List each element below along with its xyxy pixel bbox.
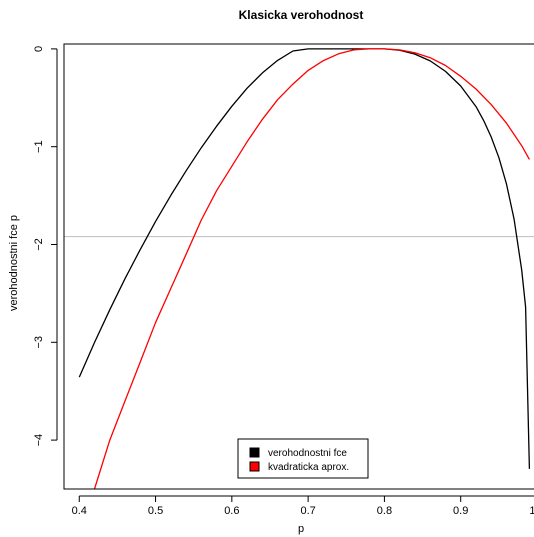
- y-tick-label: −4: [33, 434, 45, 447]
- x-tick-label: 0.5: [148, 505, 163, 517]
- x-tick-label: 0.4: [72, 505, 87, 517]
- plot-frame: [63, 43, 534, 490]
- legend-label-verohodnostni-fce: verohodnostni fce: [268, 448, 347, 459]
- legend-box: [237, 438, 369, 479]
- chart-title: Klasicka verohodnost: [239, 8, 364, 22]
- legend-swatch-verohodnostni-fce: [249, 447, 260, 458]
- y-axis-label: verohodnostni fce p: [8, 215, 20, 311]
- series-line-1: [93, 48, 530, 489]
- y-tick-label: 0: [33, 46, 45, 52]
- axes: 0.4 0.5 0.6 0.7 0.8 0.9 1.0 0 −1 −2 −3 −4: [33, 46, 534, 517]
- x-tick-label: 0.7: [300, 505, 315, 517]
- x-tick-label: 0.8: [377, 505, 392, 517]
- plot-area: [64, 48, 534, 489]
- y-tick-label: −3: [33, 336, 45, 349]
- series-line-0: [78, 48, 531, 469]
- legend-label-kvadraticka-aprox: kvadraticka aprox.: [268, 462, 349, 473]
- x-tick-label: 0.9: [453, 505, 468, 517]
- x-tick-label: 1.0: [529, 505, 534, 517]
- y-tick-label: −2: [33, 238, 45, 251]
- legend: verohodnostni fce kvadraticka aprox.: [237, 438, 369, 479]
- x-axis-label: p: [298, 523, 304, 535]
- x-tick-label: 0.6: [224, 505, 239, 517]
- legend-swatch-kvadraticka-aprox: [249, 461, 260, 472]
- y-tick-label: −1: [33, 140, 45, 153]
